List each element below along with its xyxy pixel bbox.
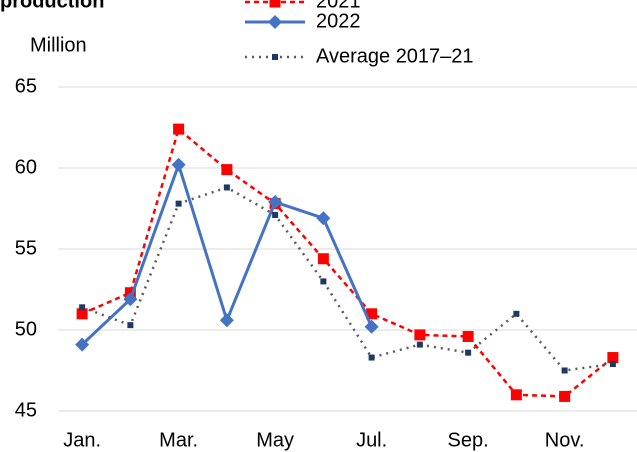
legend-marker [272,54,278,60]
marker [368,354,375,361]
marker [175,200,182,207]
marker [76,308,88,320]
marker [364,319,379,334]
y-tick-label: 50 [15,318,37,340]
marker [79,304,86,311]
marker [173,123,185,135]
legend-marker [268,15,282,29]
marker [609,361,616,368]
marker [320,278,327,285]
marker [223,184,230,191]
marker [75,337,90,352]
y-tick-label: 55 [15,237,37,259]
marker [462,330,474,342]
marker [607,352,619,364]
legend-label: 2022 [316,10,361,32]
x-tick-label: May [256,429,294,451]
marker [366,308,378,320]
y-tick-label: 45 [15,399,37,421]
y-tick-label: 65 [15,75,37,97]
marker [414,329,426,341]
marker [127,322,134,329]
marker [416,341,423,348]
marker [513,310,520,317]
y-axis-label: Million [30,34,87,56]
marker [510,389,522,401]
marker [221,164,233,176]
marker [559,390,571,402]
chart-title: production [0,0,104,12]
y-tick-label: 60 [15,156,37,178]
marker [316,211,331,226]
x-tick-label: Jul. [356,429,387,451]
x-tick-label: Sep. [448,429,489,451]
x-tick-label: Nov. [545,429,585,451]
x-tick-label: Mar. [159,429,198,451]
x-tick-label: Jan. [63,429,101,451]
marker [268,195,283,210]
marker [465,349,472,356]
marker [561,367,568,374]
legend-label: Average 2017–21 [316,45,474,67]
marker [317,253,329,265]
marker [219,313,234,328]
marker [272,211,279,218]
legend-marker [269,0,281,8]
legend-label: 2021 [316,0,361,12]
marker [171,157,186,172]
marker [123,292,138,307]
series-line [81,127,614,398]
